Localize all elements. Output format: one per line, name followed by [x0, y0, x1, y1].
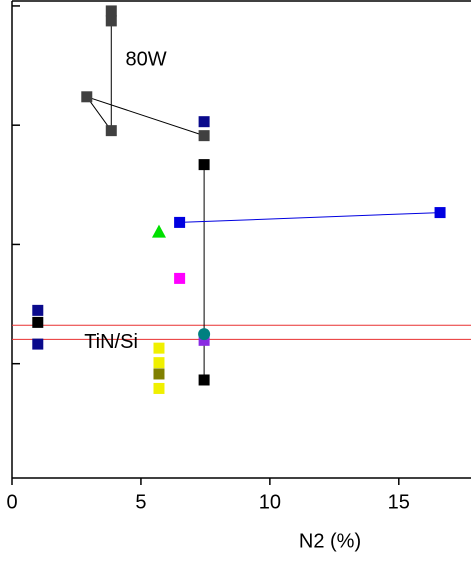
point: [174, 272, 186, 284]
series-line: [179, 212, 441, 223]
x-tick-label: 5: [135, 491, 146, 513]
point: [153, 368, 165, 380]
point: [81, 91, 93, 103]
point: [198, 328, 211, 341]
point: [198, 334, 210, 346]
x-axis-label: N2 (%): [299, 530, 361, 552]
point: [105, 125, 117, 137]
point: [198, 130, 210, 142]
point: [174, 216, 186, 228]
point: [198, 116, 210, 128]
point: [153, 357, 165, 369]
point: [434, 207, 446, 219]
point: [198, 374, 210, 386]
annotation: 80W: [125, 49, 166, 71]
annotation: TiN/Si: [84, 331, 138, 353]
point: [105, 5, 117, 17]
point: [105, 15, 117, 27]
point: [32, 304, 44, 316]
x-tick-label: 15: [388, 491, 410, 513]
point: [151, 224, 166, 238]
point: [32, 338, 44, 350]
point: [153, 382, 165, 394]
x-tick-label: 10: [259, 491, 281, 513]
series-line: [85, 10, 205, 137]
point: [198, 159, 210, 171]
point: [32, 316, 44, 328]
x-tick-label: 0: [6, 491, 17, 513]
point: [153, 342, 165, 354]
